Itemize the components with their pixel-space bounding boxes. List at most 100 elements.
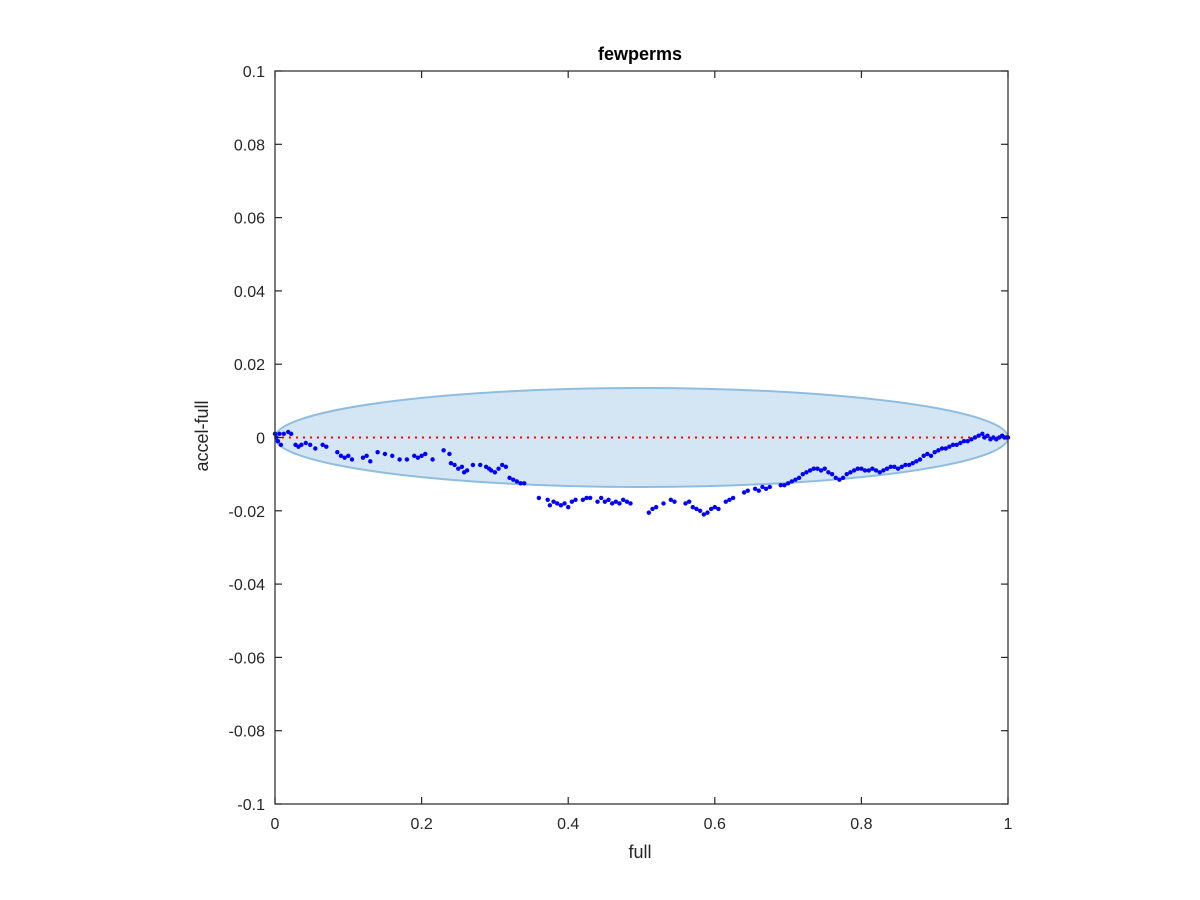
scatter-point [906, 462, 912, 468]
scatter-point [335, 449, 340, 455]
scatter-point [958, 440, 963, 446]
scatter-point [447, 451, 452, 457]
scatter-point [756, 488, 761, 493]
scatter-point [587, 495, 593, 501]
scatter-point [961, 438, 967, 444]
scatter-point [866, 468, 871, 473]
scatter-point [562, 501, 567, 506]
scatter-point [303, 440, 308, 446]
plot-area [272, 70, 1011, 805]
scatter-point [683, 501, 688, 506]
scatter-point [807, 468, 813, 473]
scatter-point [456, 466, 461, 471]
scatter-point [580, 497, 586, 503]
scatter-point [903, 462, 908, 468]
scatter-point [767, 484, 772, 490]
scatter-point [980, 431, 985, 437]
scatter-point [628, 501, 633, 506]
scatter-point [917, 457, 923, 462]
scatter-point [598, 495, 604, 501]
scatter-point [855, 466, 860, 471]
y-tick-label: 0.02 [234, 357, 265, 374]
scatter-point [613, 499, 619, 504]
scatter-point [307, 442, 313, 448]
scatter-point [360, 455, 366, 460]
scatter-point [555, 501, 560, 506]
scatter-point [459, 464, 465, 470]
scatter-point [763, 486, 769, 492]
scatter-point [500, 462, 505, 468]
scatter-point [760, 484, 765, 490]
scatter-point [448, 460, 454, 466]
scatter-point [275, 438, 281, 444]
scatter-point [507, 475, 512, 481]
scatter-point [617, 501, 622, 506]
scatter-point [939, 446, 945, 451]
scatter-point [349, 457, 355, 462]
scatter-point [430, 457, 435, 462]
y-tick-label: -0.02 [229, 504, 266, 521]
scatter-point [804, 470, 809, 475]
scatter-point [412, 453, 417, 459]
scatter-point [573, 497, 578, 503]
scatter-point [496, 466, 501, 471]
scatter-point [551, 499, 556, 504]
scatter-point [969, 437, 974, 442]
scatter-point [423, 451, 428, 457]
scatter-point [862, 468, 868, 473]
scatter-point [288, 431, 294, 437]
x-axis-label: full [628, 842, 651, 862]
scatter-point [368, 459, 373, 464]
scatter-point [910, 460, 915, 466]
scatter-point [723, 499, 728, 504]
scatter-point [278, 442, 284, 448]
scatter-point [829, 471, 835, 477]
scatter-point [884, 466, 890, 471]
scatter-point [492, 470, 498, 475]
scatter-point [606, 497, 611, 503]
scatter-point [793, 477, 798, 482]
scatter-point [848, 470, 853, 475]
scatter-point [727, 497, 732, 503]
scatter-point [800, 471, 805, 477]
y-tick-label: 0.06 [234, 211, 265, 228]
scatter-point [730, 495, 736, 501]
scatter-point [877, 470, 882, 475]
scatter-point [503, 464, 509, 470]
scatter-point [976, 433, 981, 438]
scatter-point [811, 466, 816, 471]
scatter-point [595, 499, 600, 504]
scatter-point [928, 453, 934, 459]
scatter-point [299, 442, 304, 448]
scatter-point [346, 453, 351, 459]
scatter-point [947, 444, 952, 449]
y-tick-label: 0.04 [234, 284, 265, 301]
scatter-point [320, 442, 325, 448]
scatter-point [815, 466, 820, 471]
scatter-point [881, 468, 886, 473]
scatter-point [536, 495, 542, 501]
scatter-point [892, 464, 897, 470]
scatter-point [558, 503, 564, 508]
scatter-point [547, 503, 553, 508]
scatter-point [796, 475, 802, 481]
scatter-point [833, 475, 838, 481]
y-tick-label: -0.04 [229, 577, 266, 594]
scatter-point [851, 468, 857, 473]
x-tick-label: 1 [1004, 816, 1013, 833]
scatter-point [313, 446, 318, 451]
scatter-point [364, 453, 369, 459]
scatter-point [943, 446, 948, 451]
scatter-point [404, 457, 410, 462]
scatter-point [844, 471, 849, 477]
scatter-point [888, 464, 893, 470]
scatter-point [452, 462, 457, 468]
scatter-point [785, 481, 791, 486]
scatter-point [826, 470, 831, 475]
scatter-point [921, 453, 926, 459]
scatter-point [745, 488, 750, 493]
scatter-point [985, 433, 990, 438]
scatter-point [653, 504, 659, 510]
scatter-point [712, 504, 717, 510]
